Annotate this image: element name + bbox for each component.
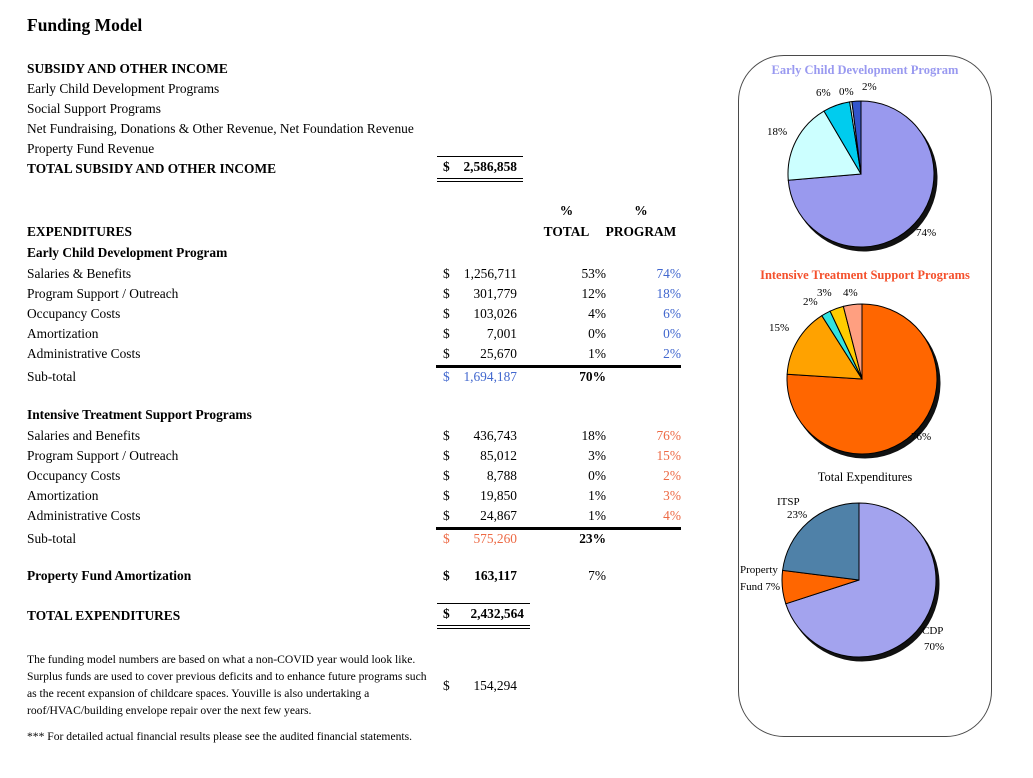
pie-callout: Fund 7% [740,581,781,593]
income-section-header: SUBSIDY AND OTHER INCOME [27,61,228,76]
audited-statements-footnote: *** For detailed actual financial result… [27,730,413,743]
expense-row: Administrative Costs $25,670 1% 2% [27,344,681,364]
total-expenditures-chart-title: Total Expenditures [817,470,913,484]
amount-cell: $24,867 [443,508,517,523]
pie-callout: 23% [787,509,808,521]
subtotal-amount-cell: $575,260 [443,531,517,546]
pct-program-symbol: % [634,203,648,218]
pct-total-symbol: % [559,203,574,218]
pie-callout: 2% [803,296,818,308]
income-row: Net Fundraising, Donations & Other Reven… [27,121,414,136]
itsp-pie-chart [786,303,938,455]
total-expenditures-value: $ 2,432,564 [437,603,530,629]
pie-callout: 6% [816,87,831,99]
pie-callout: Property [740,564,778,576]
expense-row: Program Support / Outreach $301,779 12% … [27,284,681,304]
pct-symbol-header-row: % % [27,201,681,221]
pie-callout: 74% [916,227,937,239]
ecdp-section-title: Early Child Development Program [27,245,228,260]
total-expenditures-amount: 2,432,564 [470,606,524,621]
expense-row: Occupancy Costs $103,026 4% 6% [27,304,681,324]
amount-cell: $163,117 [443,568,517,583]
currency-symbol: $ [443,606,450,621]
amount-cell: $8,788 [443,468,517,483]
pie-callout: ITSP [777,496,800,508]
ecdp-subtotal-row: Sub-total $1,694,187 70% [27,367,681,387]
col-header-total: TOTAL [543,224,590,239]
subtotal-amount-cell: $1,694,187 [443,369,517,384]
income-total-row: TOTAL SUBSIDY AND OTHER INCOME [27,159,681,179]
page-title: Funding Model [27,15,143,35]
surplus-row: $154,294 [27,676,681,696]
itsp-chart-title: Intensive Treatment Support Programs [760,268,970,282]
amount-cell: $436,743 [443,428,517,443]
amount-cell: $7,001 [443,326,517,341]
financial-statement: SUBSIDY AND OTHER INCOME Early Child Dev… [27,0,681,778]
expense-row: Program Support / Outreach $85,012 3% 15… [27,446,681,466]
funding-note: The funding model numbers are based on w… [27,653,427,717]
pie-callout: 18% [767,126,788,138]
amount-cell: $103,026 [443,306,517,321]
pie-callout: 15% [769,322,790,334]
expense-row: Occupancy Costs $8,788 0% 2% [27,466,681,486]
pie-callout: 70% [924,641,945,653]
income-total-label: TOTAL SUBSIDY AND OTHER INCOME [27,161,277,176]
amount-cell: $85,012 [443,448,517,463]
amount-cell: $301,779 [443,286,517,301]
column-header-row: EXPENDITURES TOTAL PROGRAM [27,222,681,242]
income-row: Early Child Development Programs [27,81,220,96]
expense-row: Amortization $19,850 1% 3% [27,486,681,506]
total-expenditures-pie-chart [781,502,937,658]
pie-callout: 4% [843,287,858,299]
section-rule [436,527,681,530]
amount-cell: $19,850 [443,488,517,503]
itsp-section-title: Intensive Treatment Support Programs [27,407,252,422]
income-row: Property Fund Revenue [27,141,155,156]
expense-row: Amortization $7,001 0% 0% [27,324,681,344]
col-header-program: PROGRAM [605,224,677,239]
property-fund-row: Property Fund Amortization $163,117 7% [27,566,681,586]
itsp-subtotal-row: Sub-total $575,260 23% [27,529,681,549]
total-expenditures-row: TOTAL EXPENDITURES [27,608,181,623]
ecdp-chart-title: Early Child Development Program [771,63,959,77]
pie-callout: 0% [839,86,854,98]
income-row: Social Support Programs [27,101,161,116]
expenditures-header: EXPENDITURES [27,224,132,239]
surplus-amount-cell: $154,294 [443,678,517,693]
pie-callout: 76% [911,431,932,443]
expense-row: Salaries and Benefits $436,743 18% 76% [27,426,681,446]
amount-cell: $25,670 [443,346,517,361]
expense-row: Administrative Costs $24,867 1% 4% [27,506,681,526]
expense-row: Salaries & Benefits $1,256,711 53% 74% [27,264,681,284]
income-total-amount: 2,586,858 [463,159,517,174]
pie-callout: 3% [817,287,832,299]
pie-callout: CDP [922,625,944,637]
amount-cell: $1,256,711 [443,266,517,281]
charts-panel: Early Child Development Program 6% 0% 2%… [738,55,992,737]
pie-callout: 2% [862,81,877,93]
currency-symbol: $ [443,159,450,174]
section-rule [436,365,681,368]
income-total-value: $ 2,586,858 [437,156,523,182]
ecdp-pie-chart [787,100,935,248]
